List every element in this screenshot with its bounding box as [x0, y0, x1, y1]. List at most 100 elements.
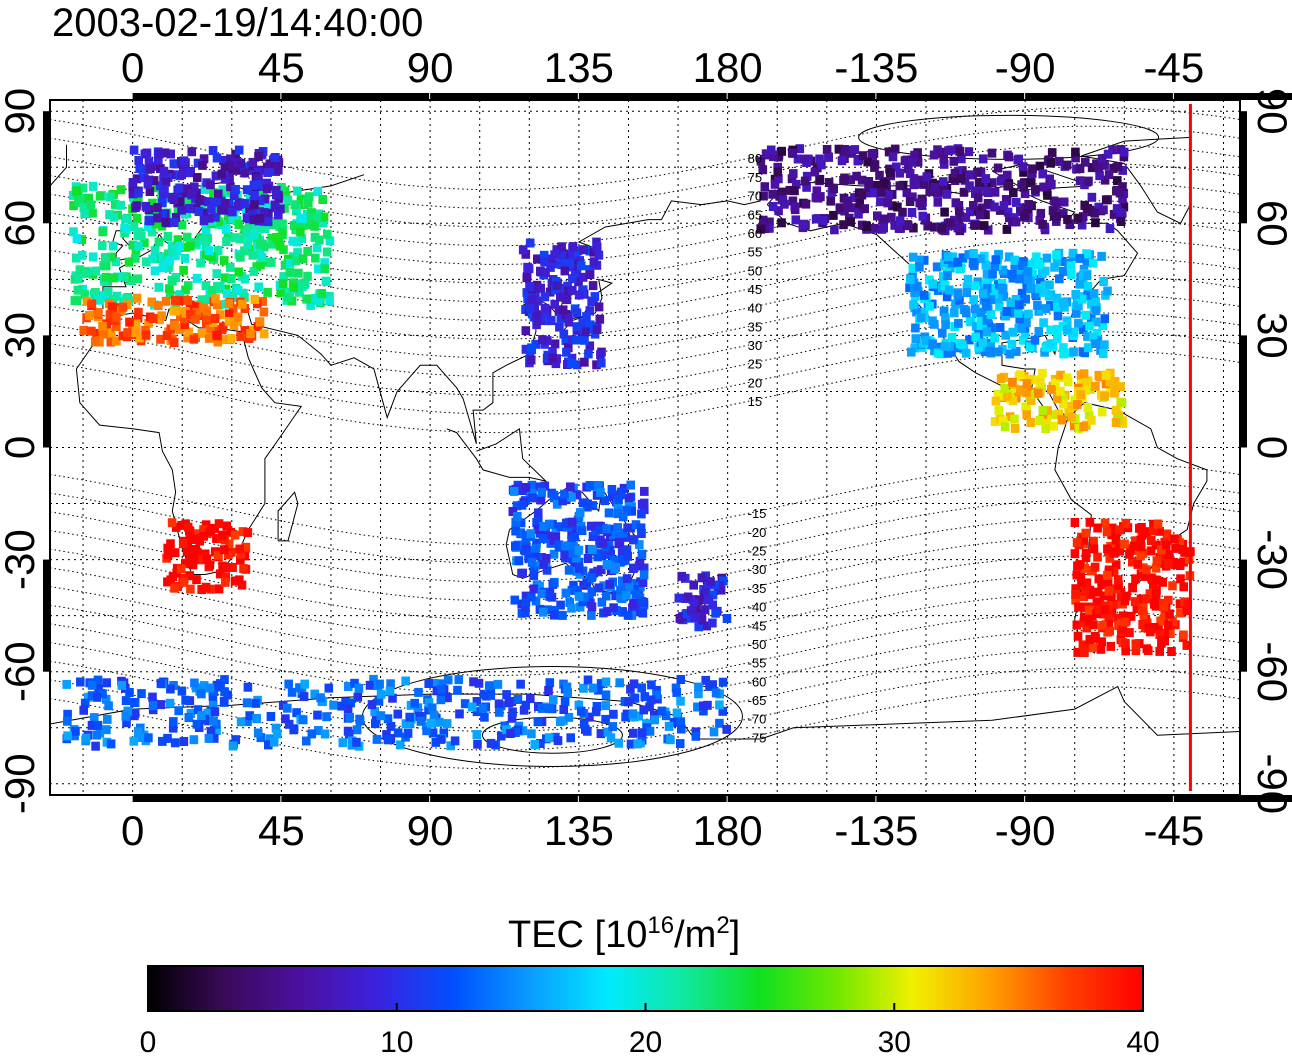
- tec-cell: [213, 337, 222, 347]
- tec-cell: [626, 480, 635, 490]
- tec-cell: [439, 728, 449, 738]
- tec-cell: [205, 324, 215, 334]
- tec-cell: [539, 607, 548, 617]
- tec-cell: [337, 701, 346, 711]
- tec-cell: [211, 294, 220, 304]
- tec-cell: [759, 215, 768, 225]
- tec-cell: [338, 738, 348, 748]
- tec-cell: [547, 316, 556, 326]
- tec-cell: [592, 702, 602, 711]
- tec-cell: [189, 334, 199, 344]
- tec-cell: [291, 256, 301, 266]
- tec-cell: [626, 684, 635, 694]
- tec-cell: [1087, 192, 1097, 202]
- tec-cell: [231, 185, 240, 194]
- contour-label: -75: [748, 730, 767, 745]
- tec-cell: [589, 568, 598, 578]
- tec-cell: [722, 614, 732, 623]
- tec-cell: [234, 219, 244, 229]
- tec-cell: [1088, 643, 1098, 653]
- tec-cell: [1125, 549, 1134, 559]
- tec-cell: [211, 212, 220, 222]
- contour-label: -60: [748, 674, 767, 689]
- contour-label: -15: [748, 506, 767, 521]
- tec-cell: [1022, 402, 1031, 412]
- tec-cell: [1136, 535, 1146, 545]
- tec-cell: [834, 144, 844, 154]
- tec-cell: [678, 612, 687, 622]
- tec-cell: [210, 733, 219, 743]
- tec-cell: [583, 726, 592, 736]
- tec-cell: [942, 189, 952, 199]
- tec-cell: [596, 525, 605, 535]
- y-tick-label-right: -60: [1249, 641, 1292, 702]
- tec-cell: [142, 148, 152, 158]
- tec-cell: [629, 535, 638, 545]
- tec-cell: [214, 217, 224, 227]
- tec-cell: [704, 595, 714, 604]
- tec-cell: [991, 255, 1001, 265]
- tec-cell: [569, 525, 578, 534]
- tec-cell: [903, 221, 913, 231]
- tec-cell: [62, 679, 71, 689]
- tec-cell: [1119, 152, 1129, 162]
- tec-cell: [1100, 518, 1110, 528]
- tec-cell: [1156, 545, 1166, 555]
- tec-cell: [1118, 208, 1127, 218]
- tec-cell: [98, 329, 108, 339]
- tec-cell: [1062, 316, 1072, 326]
- tec-cell: [278, 279, 288, 289]
- tec-cell: [777, 146, 786, 156]
- tec-cell: [1018, 261, 1027, 270]
- tec-cell: [207, 286, 217, 295]
- tec-cell: [810, 167, 820, 177]
- tec-cell: [388, 693, 397, 703]
- tec-cell: [213, 246, 223, 256]
- tec-cell: [250, 200, 259, 210]
- tec-cell: [769, 152, 778, 162]
- tec-cell: [545, 287, 555, 297]
- tec-cell: [968, 258, 978, 268]
- tec-cell: [915, 255, 924, 265]
- tec-cell: [693, 702, 702, 712]
- tec-cell: [1125, 628, 1134, 638]
- tec-cell: [1016, 267, 1026, 277]
- tec-cell: [549, 549, 559, 559]
- tec-cell: [939, 177, 948, 187]
- tec-cell: [296, 227, 305, 237]
- tec-cell: [1116, 382, 1125, 392]
- tec-cell: [101, 694, 111, 704]
- tec-cell: [1047, 385, 1056, 394]
- tec-cell: [1055, 274, 1064, 284]
- tec-cell: [144, 733, 153, 743]
- tec-cell: [1131, 639, 1141, 649]
- tec-cell: [885, 168, 895, 178]
- tec-cell: [480, 712, 489, 722]
- tec-cell: [259, 329, 269, 339]
- tec-cell: [965, 335, 974, 345]
- tec-cell: [661, 711, 671, 721]
- tec-cell: [572, 266, 582, 276]
- tec-cell: [999, 201, 1009, 211]
- tec-cell: [287, 687, 297, 697]
- tec-cell: [817, 160, 826, 170]
- tec-cell: [800, 176, 810, 186]
- tec-cell: [495, 707, 504, 717]
- y-tick-label-right: 0: [1249, 436, 1292, 459]
- tec-cell: [1091, 306, 1101, 316]
- tec-cell: [511, 541, 520, 551]
- tec-cell: [551, 525, 561, 535]
- tec-cell: [474, 678, 484, 688]
- tec-cell: [568, 242, 578, 252]
- tec-cell: [472, 707, 482, 717]
- tec-cell: [63, 716, 72, 726]
- tec-cell: [1093, 523, 1102, 533]
- tec-cell: [943, 252, 953, 262]
- tec-cell: [1131, 536, 1140, 546]
- tec-cell: [1182, 606, 1192, 616]
- tec-cell: [1100, 175, 1110, 185]
- tec-cell: [72, 253, 81, 263]
- tec-cell: [526, 694, 535, 704]
- tec-cell: [1034, 260, 1043, 270]
- tec-cell: [191, 551, 201, 561]
